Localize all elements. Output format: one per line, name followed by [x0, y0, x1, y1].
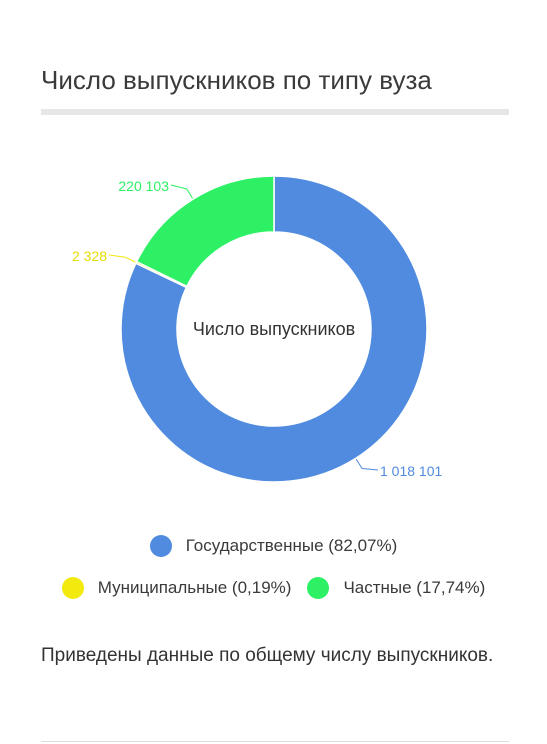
leader-line-municipal — [108, 254, 136, 263]
legend-item-state[interactable]: Государственные (82,07%) — [149, 535, 398, 557]
chart-note: Приведены данные по общему числу выпускн… — [41, 645, 494, 666]
donut-slice-private[interactable] — [135, 175, 275, 288]
legend-item-private[interactable]: Частные (17,74%) — [307, 577, 485, 599]
leader-line-private — [170, 184, 193, 199]
legend-marker-state — [149, 535, 172, 557]
data-label-municipal: 2 328 — [72, 248, 107, 264]
legend-label-state: Государственные (82,07%) — [185, 536, 398, 555]
donut-slice-state[interactable] — [120, 175, 428, 483]
data-label-state: 1 018 101 — [380, 463, 442, 479]
legend-marker-municipal — [61, 577, 84, 599]
legend-row-2: Муниципальные (0,19%) Частные (17,74%) — [0, 577, 547, 599]
bottom-divider — [41, 741, 509, 742]
legend-marker-private — [307, 577, 330, 599]
donut-chart: 1 018 101 2 328 220 103 Число выпускников — [72, 175, 442, 483]
legend-row-1: Государственные (82,07%) — [0, 535, 547, 557]
chart-title: Число выпускников по типу вуза — [41, 65, 432, 95]
leader-line-state — [355, 458, 379, 471]
data-label-private: 220 103 — [118, 178, 169, 194]
center-label: Число выпускников — [193, 319, 355, 339]
legend-item-municipal[interactable]: Муниципальные (0,19%) — [61, 577, 292, 599]
title-divider — [41, 109, 509, 115]
legend-label-municipal: Муниципальные (0,19%) — [97, 578, 292, 597]
legend-label-private: Частные (17,74%) — [343, 578, 486, 597]
